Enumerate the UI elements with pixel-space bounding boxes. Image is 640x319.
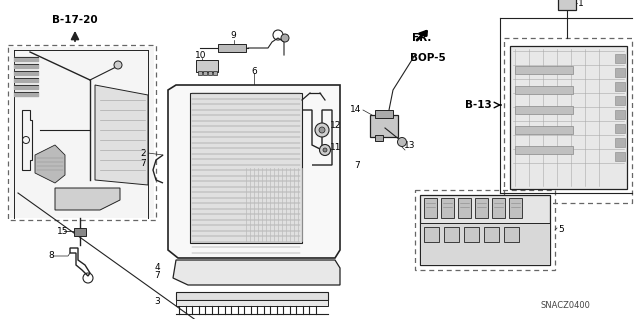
Text: 12: 12 <box>330 121 341 130</box>
Bar <box>558 0 576 10</box>
Text: B-17-20: B-17-20 <box>52 15 98 25</box>
Polygon shape <box>168 85 340 258</box>
Bar <box>176 292 328 300</box>
Bar <box>218 44 246 52</box>
Bar <box>370 115 398 137</box>
Bar <box>444 227 459 242</box>
Bar <box>515 146 573 154</box>
Text: B-13: B-13 <box>465 100 492 110</box>
Bar <box>375 110 393 118</box>
Text: 15: 15 <box>57 226 68 235</box>
Bar <box>615 110 625 119</box>
Circle shape <box>281 34 289 42</box>
Text: 8: 8 <box>48 251 54 261</box>
Text: 10: 10 <box>195 51 207 61</box>
Bar <box>515 86 573 94</box>
Text: SNACZ0400: SNACZ0400 <box>540 300 590 309</box>
Bar <box>615 96 625 105</box>
Bar <box>615 152 625 161</box>
Text: FR.: FR. <box>514 206 533 216</box>
Text: 14: 14 <box>349 106 361 115</box>
Circle shape <box>114 61 122 69</box>
Text: 11: 11 <box>330 143 342 152</box>
Bar <box>420 223 550 265</box>
Text: 4: 4 <box>154 263 160 272</box>
Text: 7: 7 <box>140 159 146 167</box>
Text: 7: 7 <box>355 160 360 169</box>
Circle shape <box>319 145 330 155</box>
Bar <box>615 82 625 91</box>
Circle shape <box>319 127 325 133</box>
Bar <box>515 66 573 74</box>
Bar <box>424 227 439 242</box>
Bar <box>515 106 573 114</box>
Bar <box>441 198 454 218</box>
Text: 13: 13 <box>404 140 415 150</box>
Text: 5: 5 <box>558 226 564 234</box>
Bar <box>458 198 471 218</box>
Circle shape <box>323 148 327 152</box>
Bar <box>190 93 302 243</box>
Polygon shape <box>35 145 65 183</box>
Bar <box>213 71 217 75</box>
Text: 7: 7 <box>154 271 160 280</box>
Bar <box>509 198 522 218</box>
Text: BOP-5: BOP-5 <box>410 53 445 63</box>
Bar <box>475 198 488 218</box>
Bar <box>176 300 328 306</box>
Text: 1: 1 <box>578 0 584 8</box>
Bar <box>375 135 383 141</box>
Bar <box>484 227 499 242</box>
Circle shape <box>315 123 329 137</box>
Polygon shape <box>173 260 340 285</box>
Polygon shape <box>95 85 148 185</box>
Bar <box>510 46 627 189</box>
Bar <box>208 71 212 75</box>
Text: 3: 3 <box>154 298 160 307</box>
Bar <box>196 60 218 72</box>
Bar <box>424 198 437 218</box>
Bar <box>615 68 625 77</box>
Bar <box>615 138 625 147</box>
Bar <box>10 47 154 218</box>
Text: 9: 9 <box>230 32 236 41</box>
Bar <box>203 71 207 75</box>
Bar <box>504 227 519 242</box>
Bar <box>464 227 479 242</box>
Bar <box>615 124 625 133</box>
Bar <box>615 54 625 63</box>
Bar <box>420 195 550 265</box>
Text: 6: 6 <box>251 66 257 76</box>
Circle shape <box>397 137 406 146</box>
Bar <box>492 198 505 218</box>
Polygon shape <box>55 188 120 210</box>
Text: 2: 2 <box>140 149 146 158</box>
Bar <box>74 228 86 236</box>
Bar <box>198 71 202 75</box>
Text: FR.: FR. <box>412 33 432 43</box>
Bar <box>515 126 573 134</box>
